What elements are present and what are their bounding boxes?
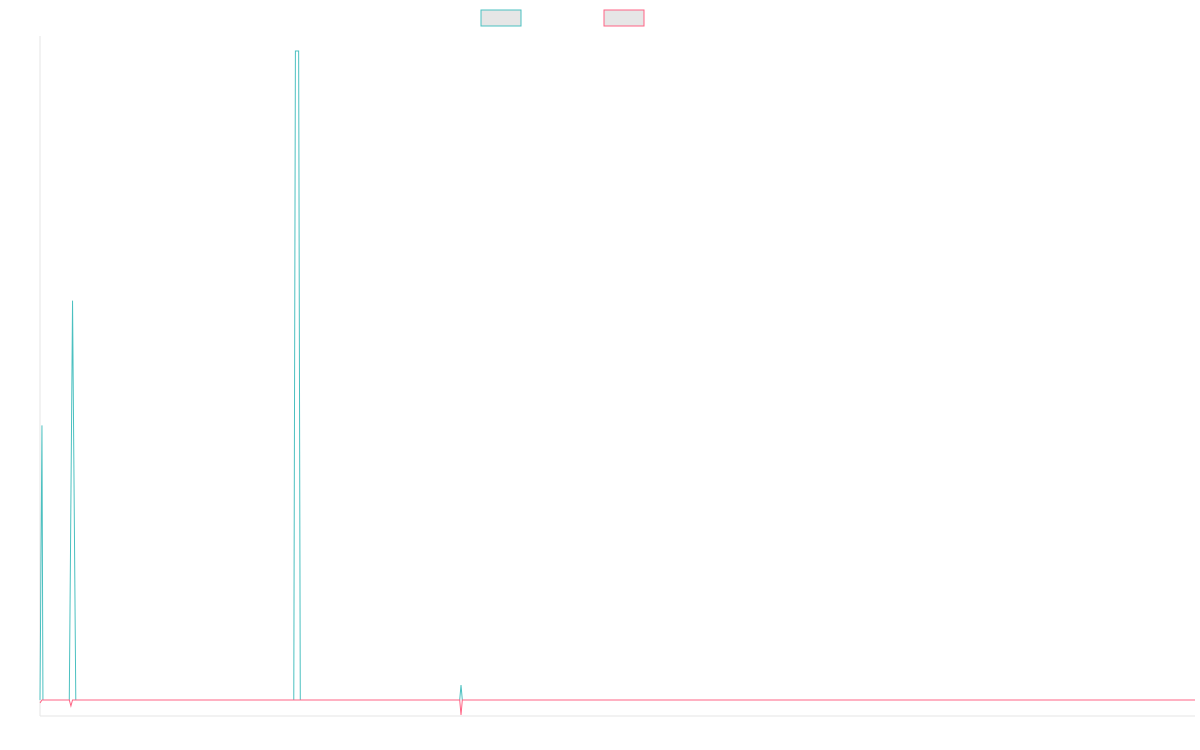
legend-swatch-series-1[interactable]	[480, 9, 522, 27]
legend-swatch-series-2[interactable]	[603, 9, 645, 27]
axes	[39, 36, 1195, 717]
series-line-1	[39, 50, 1195, 701]
series-line-2	[39, 699, 1195, 716]
legend[interactable]	[480, 9, 645, 27]
series-layer	[39, 50, 1195, 716]
